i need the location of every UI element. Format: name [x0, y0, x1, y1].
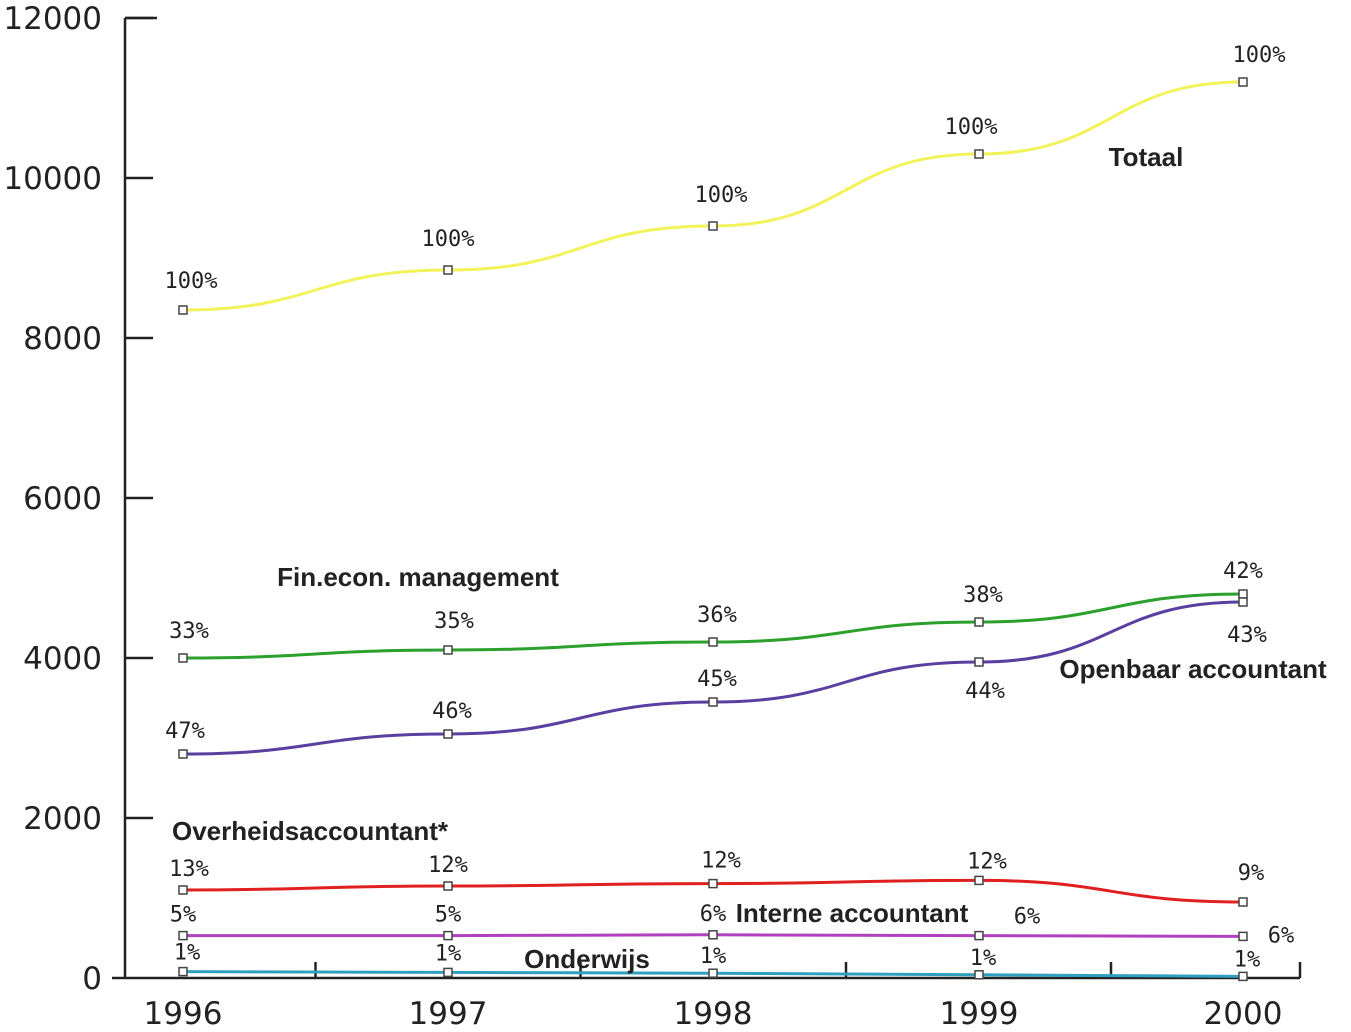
data-label-totaal: 100% — [945, 115, 998, 140]
data-point-totaal — [443, 265, 453, 275]
series-name-interne-accountant: Interne accountant — [736, 898, 969, 928]
y-tick-label: 12000 — [3, 1, 102, 37]
data-point-openbaar-accountant — [1238, 597, 1248, 607]
data-point-totaal — [178, 305, 188, 315]
data-label-onderwijs: 1% — [174, 941, 201, 966]
data-point-interne-accountant — [708, 930, 718, 940]
y-tick-label: 2000 — [23, 801, 102, 837]
data-label-interne-accountant: 6% — [700, 902, 727, 927]
data-point-overheidsaccountant — [708, 878, 718, 889]
data-label-fin-econ-management: 36% — [697, 603, 737, 628]
data-point-interne-accountant — [443, 930, 453, 941]
data-label-fin-econ-management: 35% — [434, 609, 474, 634]
data-label-onderwijs: 1% — [970, 946, 997, 971]
data-label-overheidsaccountant: 12% — [701, 849, 741, 874]
data-label-openbaar-accountant: 47% — [165, 719, 205, 744]
data-label-overheidsaccountant: 12% — [967, 849, 1007, 874]
data-point-openbaar-accountant — [708, 697, 718, 707]
data-point-totaal — [1238, 77, 1248, 87]
data-point-interne-accountant — [974, 930, 984, 941]
series-name-fin-econ-management: Fin.econ. management — [277, 562, 559, 592]
data-point-overheidsaccountant — [1238, 897, 1248, 907]
data-point-overheidsaccountant — [443, 881, 453, 891]
data-label-overheidsaccountant: 9% — [1238, 861, 1265, 886]
data-label-totaal: 100% — [422, 227, 475, 252]
x-tick-label: 1998 — [674, 996, 753, 1032]
data-point-onderwijs — [1238, 971, 1248, 982]
data-label-fin-econ-management: 42% — [1223, 559, 1263, 584]
y-tick-label: 0 — [82, 961, 102, 997]
data-label-openbaar-accountant: 46% — [432, 699, 472, 724]
data-point-totaal — [974, 149, 984, 159]
data-point-onderwijs — [974, 970, 984, 980]
data-point-fin-econ-management — [974, 617, 984, 627]
data-label-fin-econ-management: 33% — [169, 619, 209, 644]
y-tick-label: 8000 — [23, 321, 102, 357]
data-point-totaal — [708, 221, 718, 231]
series-name-openbaar-accountant: Openbaar accountant — [1059, 654, 1327, 684]
series-name-onderwijs: Onderwijs — [524, 944, 650, 974]
data-label-openbaar-accountant: 45% — [697, 667, 737, 692]
data-label-totaal: 100% — [1233, 43, 1286, 68]
data-point-openbaar-accountant — [443, 729, 453, 739]
data-point-fin-econ-management — [708, 637, 718, 647]
data-label-interne-accountant: 5% — [435, 903, 462, 928]
series-name-overheidsaccountant: Overheidsaccountant* — [172, 816, 449, 846]
data-point-openbaar-accountant — [974, 657, 984, 667]
data-point-fin-econ-management — [443, 645, 453, 655]
data-point-fin-econ-management — [178, 653, 188, 663]
x-tick-label: 1999 — [940, 996, 1019, 1032]
data-point-onderwijs — [178, 966, 188, 977]
data-label-interne-accountant: 5% — [170, 903, 197, 928]
data-label-totaal: 100% — [165, 269, 218, 294]
data-point-onderwijs — [443, 967, 453, 978]
data-point-fin-econ-management — [1238, 589, 1248, 599]
data-point-overheidsaccountant — [178, 885, 188, 895]
data-point-interne-accountant — [1238, 931, 1248, 942]
data-label-interne-accountant: 6% — [1268, 923, 1295, 948]
data-point-onderwijs — [708, 968, 718, 978]
data-label-onderwijs: 1% — [700, 944, 727, 969]
data-label-overheidsaccountant: 12% — [428, 853, 468, 878]
data-label-onderwijs: 1% — [1234, 947, 1261, 972]
y-tick-label: 4000 — [23, 641, 102, 677]
data-point-openbaar-accountant — [178, 749, 188, 759]
y-tick-label: 10000 — [3, 161, 102, 197]
series-name-totaal: Totaal — [1109, 142, 1184, 172]
data-point-interne-accountant — [178, 930, 188, 941]
data-label-overheidsaccountant: 13% — [169, 857, 209, 882]
x-tick-label: 1996 — [144, 996, 223, 1032]
data-point-overheidsaccountant — [974, 875, 984, 886]
x-tick-label: 1997 — [409, 996, 488, 1032]
data-label-fin-econ-management: 38% — [963, 583, 1003, 608]
x-tick-label: 2000 — [1204, 996, 1283, 1032]
data-label-openbaar-accountant: 43% — [1227, 623, 1267, 648]
data-label-openbaar-accountant: 44% — [965, 679, 1005, 704]
data-label-interne-accountant: 6% — [1014, 905, 1041, 930]
y-tick-label: 6000 — [23, 481, 102, 517]
data-label-totaal: 100% — [695, 183, 748, 208]
data-label-onderwijs: 1% — [435, 941, 462, 966]
